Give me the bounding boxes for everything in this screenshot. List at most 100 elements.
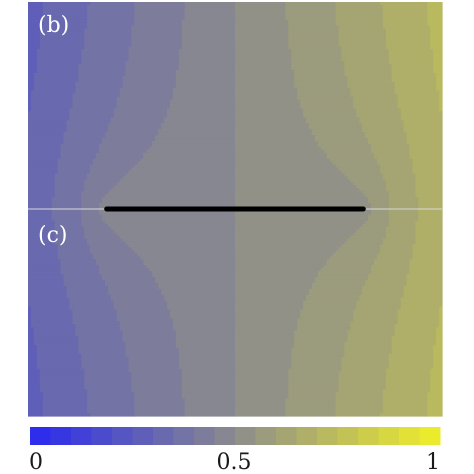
field-cell <box>335 398 384 402</box>
field-cell <box>172 93 236 98</box>
field-cell <box>66 285 109 290</box>
field-cell <box>235 28 289 33</box>
field-cell <box>359 297 402 302</box>
field-cell <box>36 67 79 71</box>
field-cell <box>294 70 346 74</box>
field-cell <box>362 126 405 130</box>
field-cell <box>418 217 443 222</box>
field-cell <box>166 111 236 115</box>
field-cell <box>303 111 357 115</box>
field-cell <box>391 339 437 343</box>
field-cell <box>54 191 82 195</box>
field-cell <box>235 401 286 405</box>
field-cell <box>128 46 183 50</box>
field-cell <box>81 203 100 207</box>
field-cell <box>33 327 76 331</box>
field-cell <box>350 324 396 328</box>
field-cell <box>158 285 236 290</box>
field-cell <box>235 277 316 281</box>
field-cell <box>184 407 236 411</box>
field-cell <box>131 247 236 251</box>
field-cell <box>235 333 295 337</box>
field-cell <box>335 10 384 15</box>
field-cell <box>42 398 88 402</box>
field-cell <box>350 93 399 98</box>
field-cell <box>439 99 443 104</box>
field-cell <box>235 309 301 314</box>
field-cell <box>406 138 443 142</box>
field-cell <box>131 34 183 39</box>
field-cell <box>169 312 236 317</box>
field-cell <box>317 140 369 145</box>
field-cell <box>235 140 319 145</box>
field-cell <box>433 64 443 68</box>
field-cell <box>341 244 381 249</box>
field-cell <box>300 99 354 104</box>
field-cell <box>96 259 144 263</box>
field-cell <box>235 259 328 263</box>
field-cell <box>368 138 408 142</box>
field-cell <box>294 339 348 343</box>
field-cell <box>119 179 236 183</box>
field-cell <box>329 256 378 260</box>
field-cell <box>101 217 236 222</box>
field-cell <box>403 120 443 124</box>
field-cell <box>42 410 88 414</box>
field-cell <box>39 40 85 44</box>
field-cell <box>427 407 443 411</box>
field-cell <box>235 146 322 151</box>
field-cell <box>30 93 73 98</box>
field-cell <box>368 217 390 222</box>
field-cell <box>181 395 236 399</box>
field-cell <box>28 300 70 305</box>
field-cell <box>235 350 292 355</box>
field-cell <box>335 404 384 408</box>
field-cell <box>28 327 35 331</box>
field-cell <box>166 108 236 113</box>
field-cell <box>28 297 70 302</box>
field-cell <box>33 342 79 346</box>
field-cell <box>90 413 136 417</box>
field-cell <box>63 279 106 284</box>
field-cell <box>178 359 236 364</box>
field-cell <box>84 232 118 237</box>
field-cell <box>235 389 289 393</box>
field-cell <box>347 336 393 340</box>
field-cell <box>427 2 443 6</box>
field-cell <box>60 262 97 266</box>
field-cell <box>134 2 186 6</box>
field-cell <box>28 149 62 154</box>
field-cell <box>42 413 91 417</box>
field-cell <box>235 55 292 59</box>
field-cell <box>134 19 183 24</box>
field-cell <box>87 10 136 15</box>
field-cell <box>69 297 112 302</box>
field-cell <box>57 161 94 166</box>
field-cell <box>311 132 366 136</box>
field-cell <box>235 167 340 172</box>
field-cell <box>303 300 357 305</box>
field-cell <box>75 333 124 337</box>
field-cell <box>305 297 360 302</box>
field-cell <box>33 78 79 83</box>
field-cell <box>28 114 70 118</box>
field-cell <box>169 99 236 104</box>
field-cell <box>288 40 340 44</box>
field-cell <box>291 67 346 71</box>
field-cell <box>184 16 236 21</box>
field-cell <box>341 365 390 370</box>
field-cell <box>391 345 434 349</box>
field-cell <box>113 300 168 305</box>
field-cell <box>137 253 236 257</box>
field-cell <box>184 398 236 402</box>
field-cell <box>28 265 62 269</box>
field-cell <box>161 288 236 293</box>
field-cell <box>368 200 390 204</box>
field-cell <box>134 410 186 414</box>
field-cell <box>235 330 295 334</box>
field-cell <box>78 350 127 355</box>
field-cell <box>33 84 76 89</box>
field-cell <box>235 279 316 284</box>
field-cell <box>326 155 375 160</box>
field-cell <box>323 149 372 154</box>
